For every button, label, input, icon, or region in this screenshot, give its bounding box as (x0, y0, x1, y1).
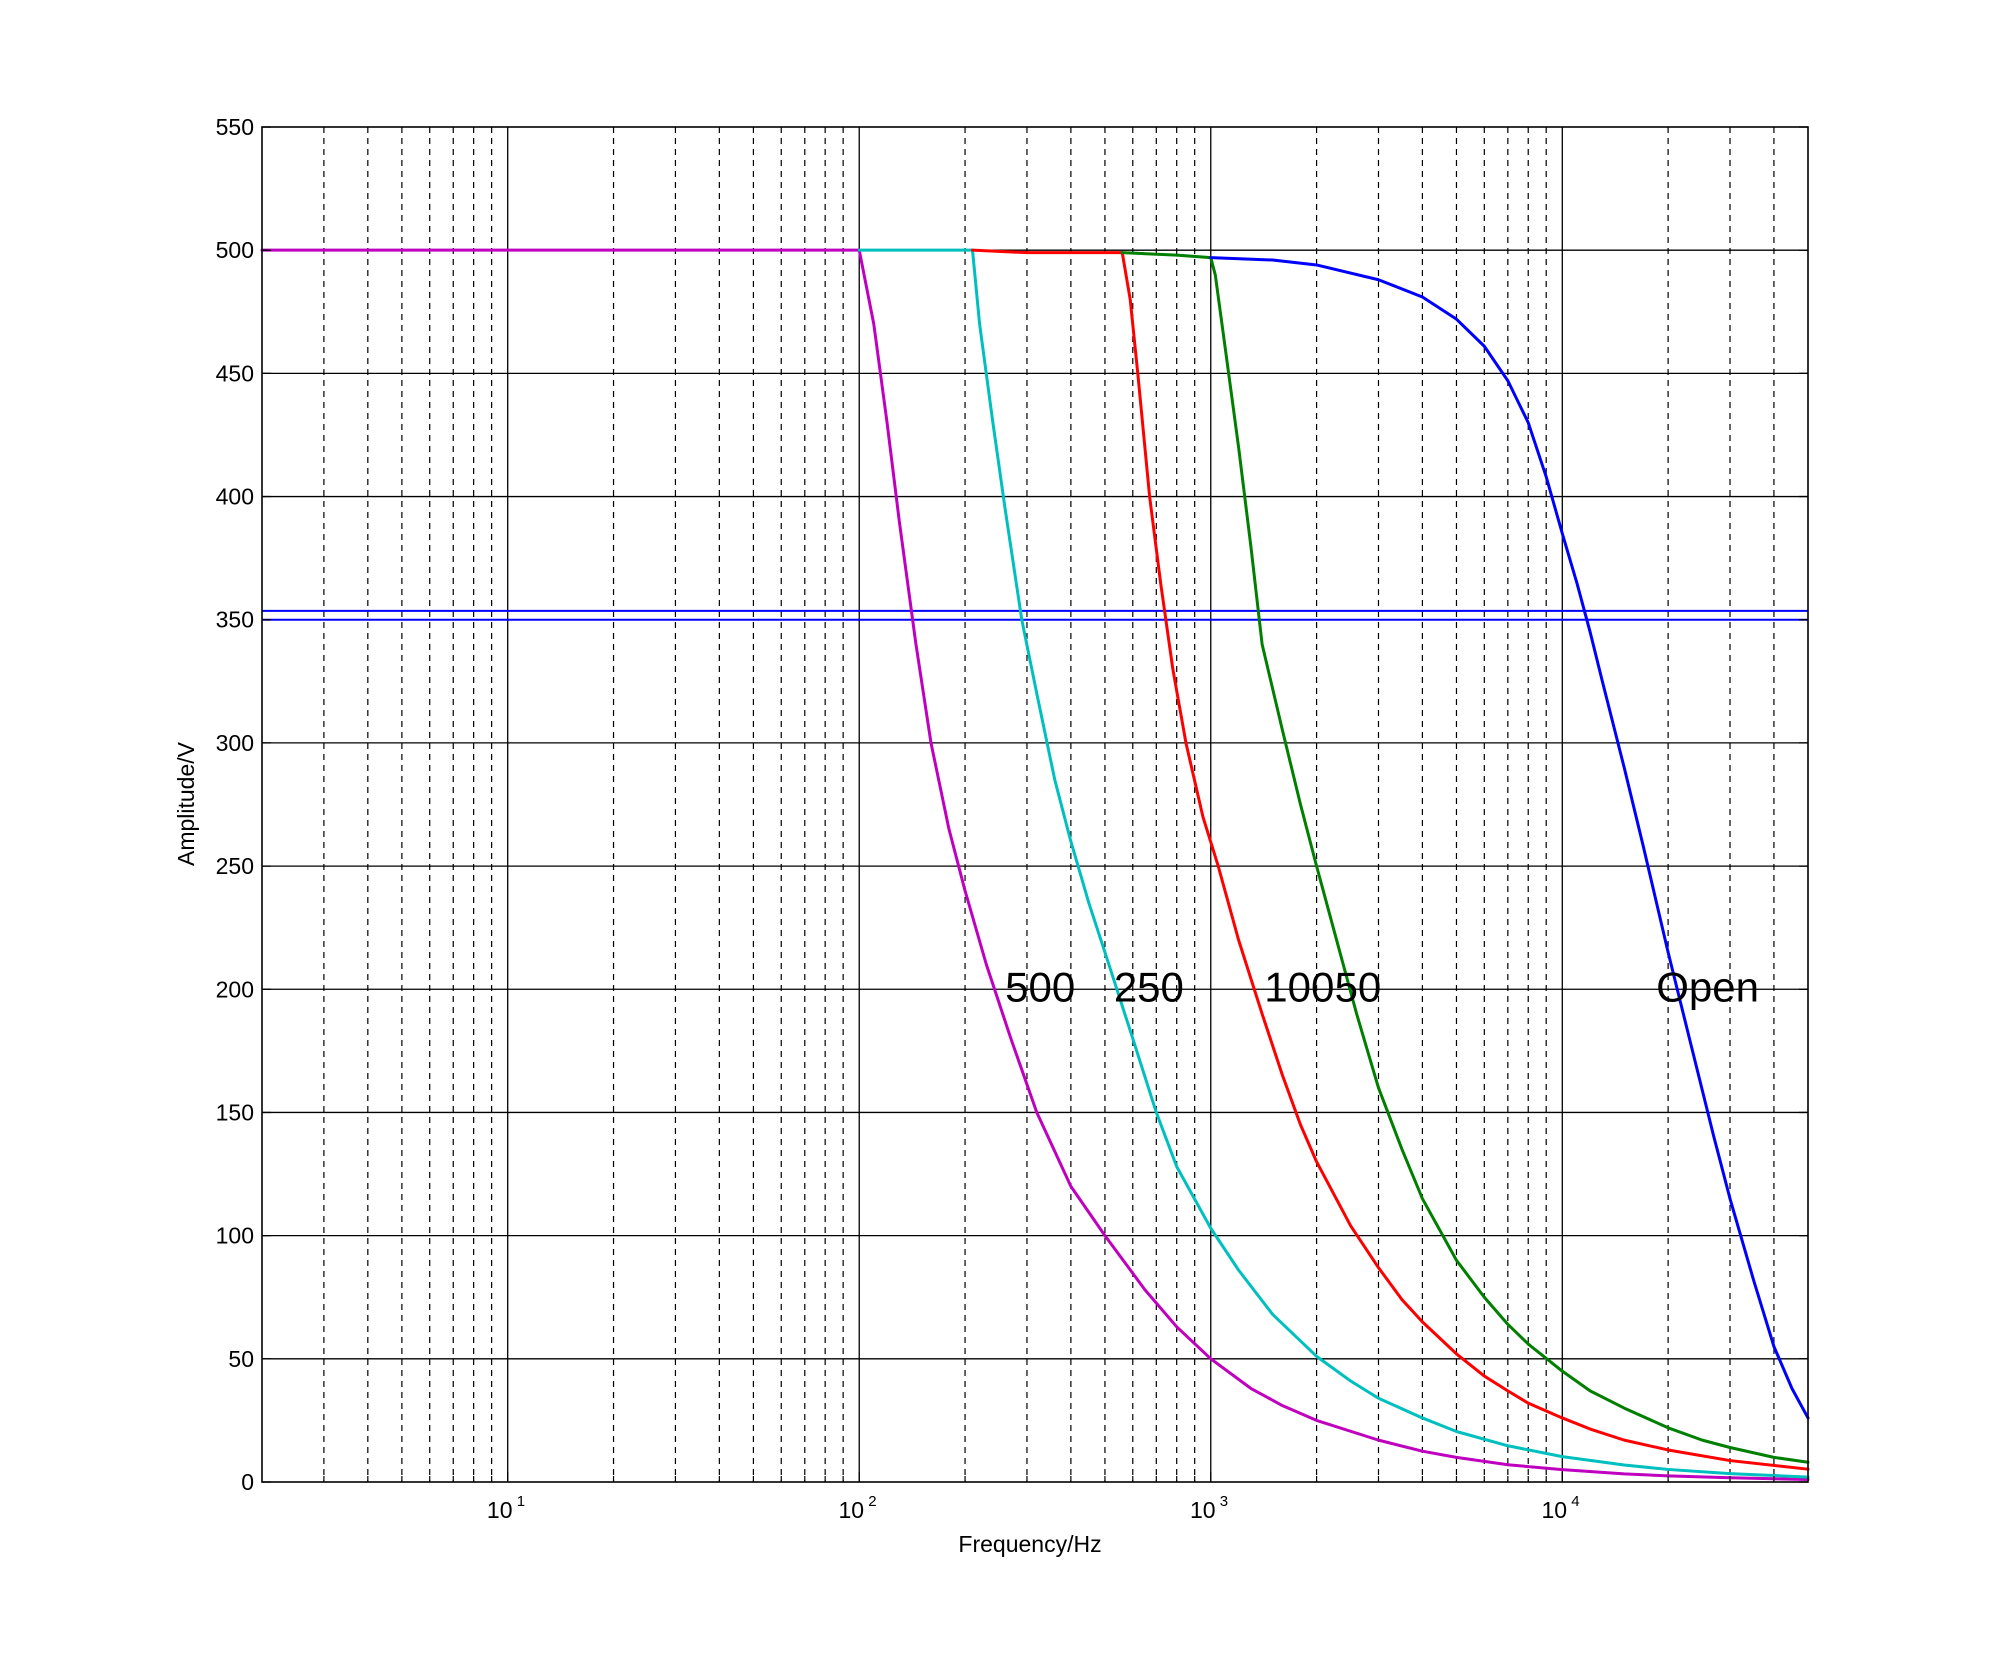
y-tick-label: 200 (216, 976, 254, 1002)
x-tick-label-exponent: 1 (517, 1493, 525, 1510)
curves (260, 248, 1810, 1482)
series-line-50 (1120, 251, 1810, 1464)
x-axis-label: Frequency/Hz (958, 1531, 1101, 1557)
curve-label: 500 (1005, 963, 1075, 1010)
x-tick-label-exponent: 2 (868, 1493, 876, 1510)
y-tick-label: 400 (216, 484, 254, 510)
plot-frame (261, 126, 1809, 1483)
x-tick-label-exponent: 3 (1220, 1493, 1228, 1510)
series-line-open (1209, 256, 1810, 1420)
y-tick-label: 250 (216, 853, 254, 879)
series-line-500 (260, 248, 1810, 1482)
curve-label: 250 (1114, 963, 1184, 1010)
x-tick-label: 10 (1541, 1497, 1567, 1523)
curve-label: Open (1656, 963, 1759, 1010)
y-tick-label: 150 (216, 1099, 254, 1125)
y-tick-label: 300 (216, 730, 254, 756)
ticks (262, 126, 1808, 1483)
grid (262, 127, 1808, 1482)
plot-background (262, 127, 1808, 1482)
y-tick-labels: 0 50 100 150 200 250 300 350 400 450 500 550 (216, 114, 254, 1495)
y-tick-label: 100 (216, 1223, 254, 1249)
y-tick-label: 550 (216, 114, 254, 140)
y-tick-label: 0 (241, 1469, 254, 1495)
y-tick-label: 350 (216, 607, 254, 633)
series-line-250 (857, 248, 1810, 1479)
y-tick-label: 500 (216, 237, 254, 263)
curve-annotations: 500 250 100 50 Open (1005, 963, 1759, 1010)
x-tick-label-exponent: 4 (1571, 1493, 1579, 1510)
x-tick-labels: 10 1 10 2 10 3 10 4 (487, 1493, 1580, 1523)
x-tick-label: 10 (1190, 1497, 1216, 1523)
curve-label: 100 (1264, 963, 1334, 1010)
x-tick-label: 10 (487, 1497, 513, 1523)
y-axis-label: Amplitude/V (173, 741, 199, 866)
y-tick-label: 50 (228, 1346, 254, 1372)
reference-lines (262, 609, 1808, 621)
y-tick-label: 450 (216, 360, 254, 386)
x-tick-label: 10 (838, 1497, 864, 1523)
curve-label: 50 (1335, 963, 1382, 1010)
series-line-100 (971, 248, 1810, 1471)
